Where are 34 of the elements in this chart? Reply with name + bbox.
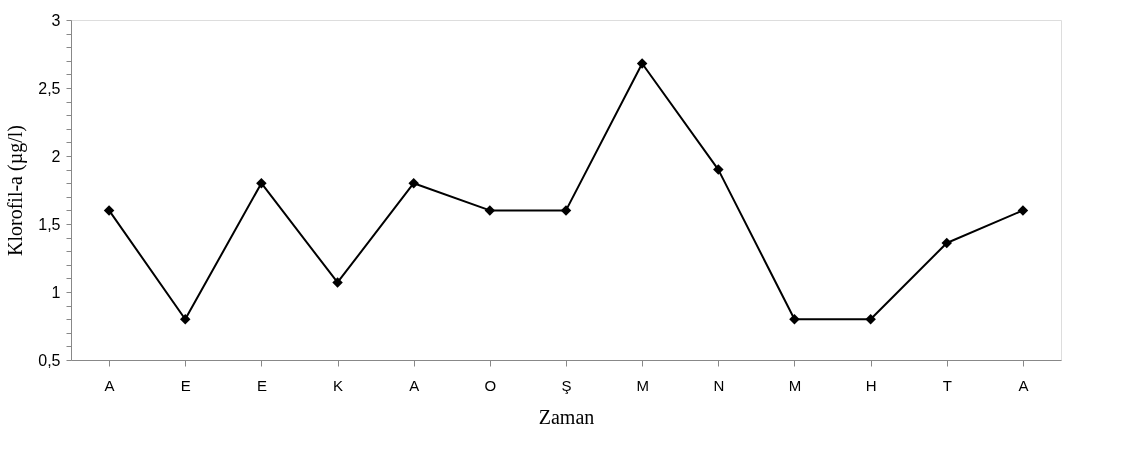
y-tick-label: 3 (51, 11, 61, 29)
x-tick-label: H (865, 376, 877, 394)
x-tick-label: A (104, 376, 115, 394)
point (332, 277, 343, 288)
x-tick-label: M (788, 376, 802, 394)
y-tick-label: 1,5 (38, 215, 61, 233)
point (408, 177, 419, 189)
x-tick-label: K (333, 376, 344, 394)
x-axis-title: Zaman (538, 405, 595, 428)
point (256, 177, 267, 189)
y-axis-title: Klorofil-a (µg/l) (4, 125, 28, 256)
point (713, 164, 724, 175)
x-tick-label: M (636, 376, 649, 394)
x-tick-label: E (180, 376, 191, 394)
x-tick-label: O (484, 376, 497, 394)
point (941, 237, 953, 249)
point (789, 313, 800, 325)
y-tick-label: 0,5 (38, 351, 61, 369)
point (865, 313, 876, 325)
point (560, 205, 572, 216)
y-tick-label: 2 (51, 147, 61, 165)
point (484, 205, 496, 216)
point (636, 58, 648, 69)
point (1017, 205, 1029, 216)
x-tick-label: A (1018, 376, 1029, 394)
x-tick-label: A (409, 376, 420, 394)
x-tick-label: Ş (561, 376, 572, 394)
y-tick-label: 2,5 (38, 79, 61, 97)
point (103, 205, 115, 216)
x-tick-label: E (256, 376, 267, 394)
point (179, 313, 191, 325)
x-tick-label: N (713, 376, 725, 394)
x-tick-label: T (942, 376, 952, 394)
y-tick-label: 1 (51, 283, 61, 301)
